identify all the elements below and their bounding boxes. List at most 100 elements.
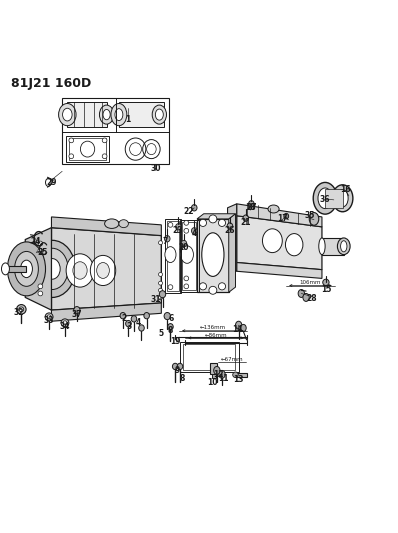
Text: 7: 7 bbox=[163, 237, 168, 246]
Polygon shape bbox=[51, 217, 161, 236]
Text: 6: 6 bbox=[169, 314, 174, 324]
Ellipse shape bbox=[241, 325, 246, 332]
Ellipse shape bbox=[69, 154, 74, 159]
Bar bbox=[325, 189, 343, 208]
Text: 30: 30 bbox=[150, 164, 161, 173]
Ellipse shape bbox=[337, 190, 348, 207]
Text: 9: 9 bbox=[175, 366, 180, 375]
Ellipse shape bbox=[126, 320, 131, 327]
Bar bbox=[182, 222, 196, 290]
Text: 11: 11 bbox=[219, 374, 229, 383]
Text: 1: 1 bbox=[125, 115, 130, 124]
Ellipse shape bbox=[63, 321, 67, 325]
Text: 8: 8 bbox=[179, 374, 185, 383]
Ellipse shape bbox=[199, 219, 207, 227]
Ellipse shape bbox=[62, 108, 72, 121]
Ellipse shape bbox=[102, 138, 107, 143]
Text: 5: 5 bbox=[159, 329, 164, 337]
Ellipse shape bbox=[226, 232, 230, 236]
Ellipse shape bbox=[159, 290, 166, 298]
Ellipse shape bbox=[209, 286, 217, 294]
Ellipse shape bbox=[168, 285, 173, 289]
Ellipse shape bbox=[120, 312, 126, 319]
Bar bbox=[180, 220, 199, 292]
Ellipse shape bbox=[45, 313, 53, 321]
Bar bbox=[322, 238, 344, 255]
Ellipse shape bbox=[164, 236, 170, 242]
Polygon shape bbox=[229, 214, 236, 292]
Ellipse shape bbox=[181, 240, 187, 247]
Bar bbox=[66, 136, 109, 162]
Ellipse shape bbox=[21, 260, 32, 278]
Bar bbox=[167, 221, 179, 292]
Text: ←86mm: ←86mm bbox=[204, 333, 227, 337]
Ellipse shape bbox=[285, 233, 303, 256]
Text: 28: 28 bbox=[307, 294, 317, 303]
Ellipse shape bbox=[233, 372, 238, 377]
Text: 21: 21 bbox=[240, 217, 251, 227]
Polygon shape bbox=[237, 204, 322, 227]
Text: 36: 36 bbox=[320, 195, 330, 204]
Polygon shape bbox=[51, 303, 161, 321]
Ellipse shape bbox=[111, 103, 127, 126]
Bar bbox=[180, 342, 239, 372]
Ellipse shape bbox=[105, 219, 119, 229]
Ellipse shape bbox=[236, 321, 242, 329]
Ellipse shape bbox=[38, 248, 43, 253]
Ellipse shape bbox=[38, 241, 43, 246]
Ellipse shape bbox=[158, 281, 162, 285]
Text: ←136mm: ←136mm bbox=[200, 326, 226, 330]
Ellipse shape bbox=[219, 219, 226, 227]
Ellipse shape bbox=[44, 259, 60, 279]
Polygon shape bbox=[51, 228, 161, 310]
Ellipse shape bbox=[47, 315, 51, 319]
Ellipse shape bbox=[341, 241, 347, 252]
Bar bbox=[6, 266, 26, 272]
Ellipse shape bbox=[191, 205, 197, 211]
Ellipse shape bbox=[19, 307, 24, 312]
Bar bbox=[119, 102, 164, 127]
Ellipse shape bbox=[199, 283, 207, 290]
Ellipse shape bbox=[243, 215, 249, 221]
Ellipse shape bbox=[219, 283, 226, 290]
Text: 3: 3 bbox=[127, 322, 132, 332]
Ellipse shape bbox=[181, 246, 193, 263]
Ellipse shape bbox=[176, 224, 181, 230]
Text: 34: 34 bbox=[60, 322, 70, 332]
Ellipse shape bbox=[332, 185, 353, 212]
Bar bbox=[69, 138, 106, 160]
Text: 10: 10 bbox=[208, 378, 218, 387]
Ellipse shape bbox=[61, 319, 69, 327]
Ellipse shape bbox=[168, 222, 173, 227]
Text: 35: 35 bbox=[304, 211, 314, 220]
Ellipse shape bbox=[115, 109, 123, 120]
Ellipse shape bbox=[298, 289, 304, 297]
Ellipse shape bbox=[227, 223, 233, 229]
Text: 81J21 160D: 81J21 160D bbox=[11, 77, 91, 90]
Ellipse shape bbox=[323, 279, 329, 286]
Ellipse shape bbox=[38, 284, 43, 289]
Ellipse shape bbox=[168, 324, 173, 330]
Ellipse shape bbox=[17, 304, 26, 314]
Ellipse shape bbox=[119, 220, 129, 228]
Text: 2: 2 bbox=[121, 314, 126, 324]
Text: 12: 12 bbox=[214, 370, 224, 379]
Ellipse shape bbox=[184, 221, 189, 225]
Text: 22: 22 bbox=[184, 207, 194, 216]
Text: 4: 4 bbox=[136, 318, 141, 327]
Ellipse shape bbox=[318, 188, 332, 208]
Text: 14: 14 bbox=[232, 326, 243, 335]
Text: 106mm: 106mm bbox=[300, 280, 321, 285]
Ellipse shape bbox=[165, 247, 176, 263]
Ellipse shape bbox=[158, 272, 162, 277]
Ellipse shape bbox=[191, 228, 197, 234]
Ellipse shape bbox=[102, 154, 107, 159]
Ellipse shape bbox=[164, 312, 170, 320]
Ellipse shape bbox=[219, 370, 225, 378]
Text: 26: 26 bbox=[225, 225, 235, 235]
Ellipse shape bbox=[100, 105, 114, 124]
Text: 24: 24 bbox=[30, 237, 41, 246]
Ellipse shape bbox=[202, 233, 224, 277]
Bar bbox=[210, 364, 217, 374]
Text: ←67mm: ←67mm bbox=[220, 357, 243, 362]
